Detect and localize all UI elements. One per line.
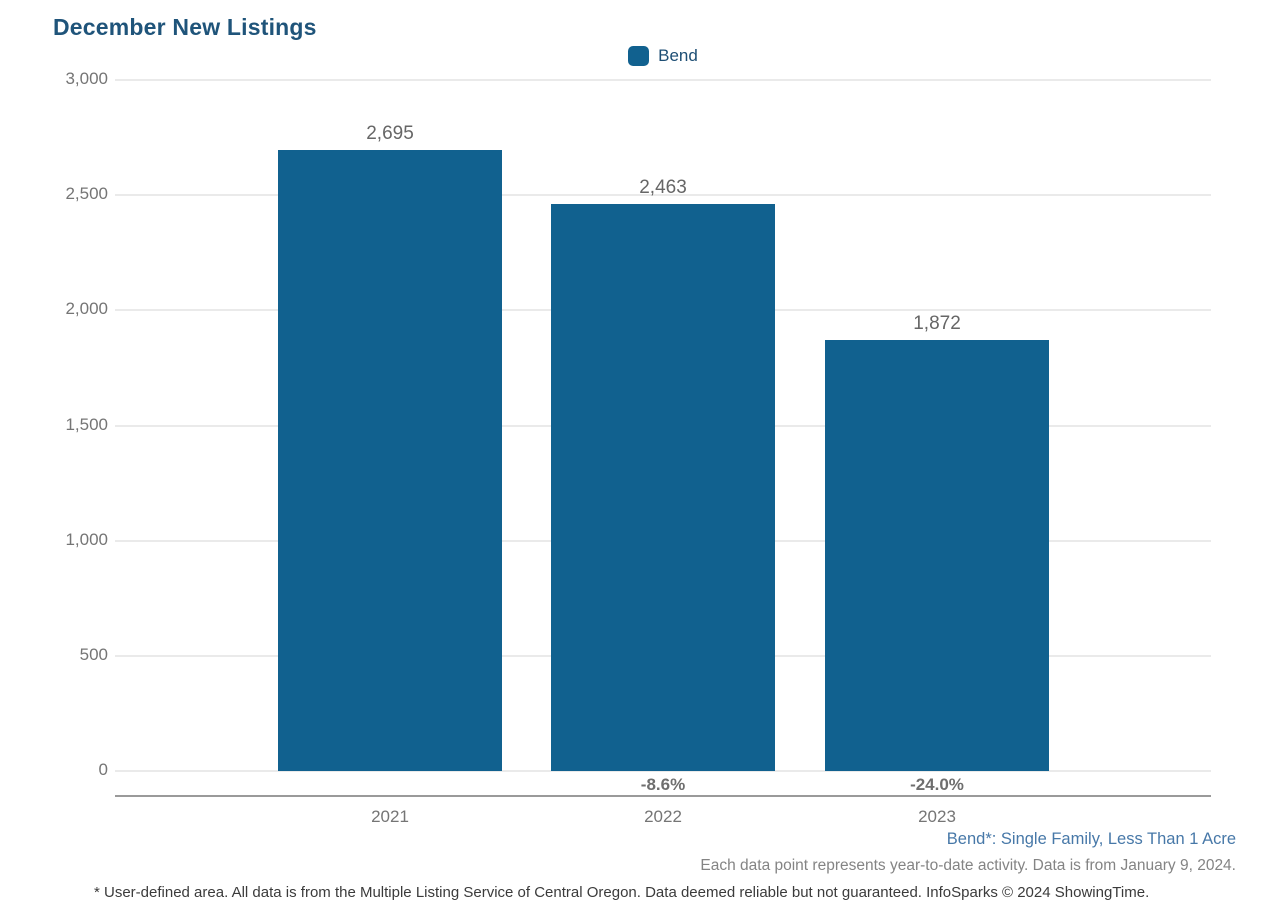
gridline bbox=[115, 770, 1211, 772]
bar-value-label: 2,695 bbox=[366, 123, 414, 145]
y-axis-tick-label: 2,500 bbox=[65, 184, 108, 204]
bar-value-label: 1,872 bbox=[913, 312, 961, 334]
legend-label: Bend bbox=[658, 46, 698, 65]
y-axis-tick-label: 1,000 bbox=[65, 529, 108, 549]
legend-swatch-bend bbox=[628, 46, 650, 66]
x-axis-tick-label: 2023 bbox=[918, 807, 956, 826]
gridline bbox=[115, 79, 1211, 81]
chart-title: December New Listings bbox=[53, 14, 317, 40]
y-axis-tick-label: 3,000 bbox=[65, 69, 108, 88]
pct-change-label: -8.6% bbox=[640, 775, 686, 794]
gridline bbox=[115, 194, 1211, 197]
bar-2023[interactable] bbox=[825, 339, 1049, 771]
pct-change-label: -24.0% bbox=[910, 775, 964, 794]
bar-2021[interactable] bbox=[278, 150, 502, 771]
bar-value-label: 2,463 bbox=[639, 176, 687, 198]
y-axis-tick-label: 500 bbox=[79, 644, 108, 664]
y-axis-tick-label: 0 bbox=[98, 760, 108, 779]
chart-legend: Bend bbox=[115, 46, 1211, 66]
x-axis-line bbox=[115, 795, 1211, 797]
footer-disclaimer: * User-defined area. All data is from th… bbox=[94, 884, 1150, 901]
bar-2022[interactable] bbox=[551, 203, 775, 771]
y-axis-tick-label: 2,000 bbox=[65, 299, 108, 319]
y-axis-tick-label: 1,500 bbox=[65, 414, 108, 434]
x-axis-tick-label: 2022 bbox=[644, 807, 682, 826]
data-source-note: Each data point represents year-to-date … bbox=[700, 857, 1236, 874]
x-axis-tick-label: 2021 bbox=[371, 807, 409, 826]
series-definition-note: Bend*: Single Family, Less Than 1 Acre bbox=[946, 830, 1236, 848]
